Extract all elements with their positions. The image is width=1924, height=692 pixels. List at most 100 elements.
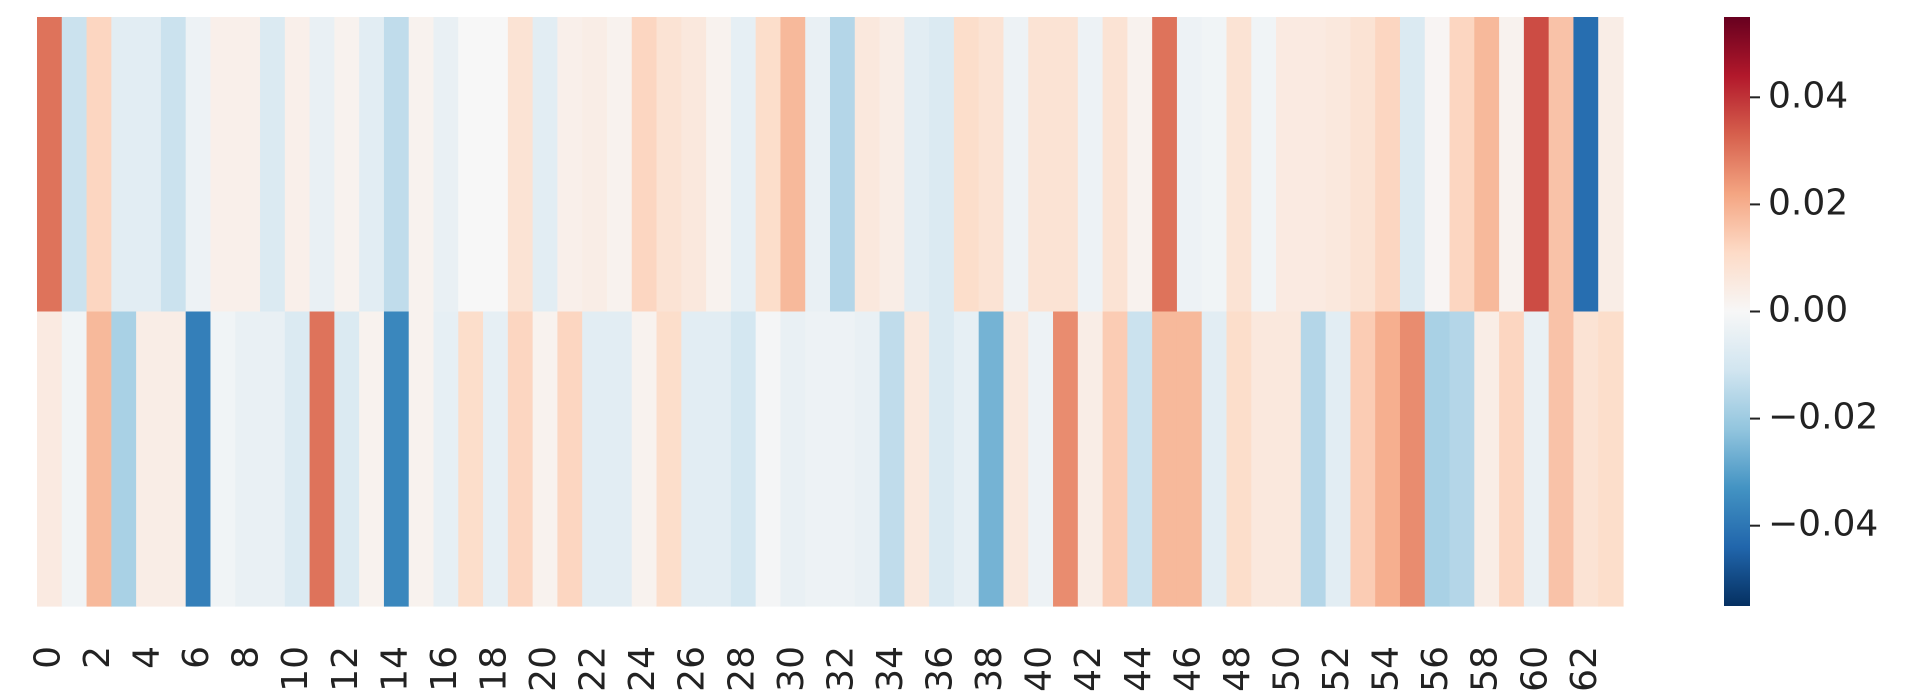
heat-cell [830,311,856,607]
heat-cell [904,17,930,313]
heat-cell [1176,311,1203,607]
heat-cell [656,17,682,313]
heat-cell [1325,311,1352,607]
heat-cell [929,17,955,313]
heat-cell [879,311,905,607]
heat-cell [953,311,980,607]
heat-cell [730,311,757,607]
heat-cell [1251,311,1277,607]
x-tick-label: 28 [721,646,762,692]
heat-cell [681,311,707,607]
colorbar-tick-label: −0.02 [1768,397,1878,438]
heat-cell [61,311,88,607]
heat-cell [433,17,459,313]
x-tick-label: 20 [523,646,564,692]
heat-cell [260,17,286,313]
x-tick-label: 58 [1465,646,1506,692]
heat-cell [557,17,583,313]
x-tick-label: 36 [920,646,961,692]
heat-cell [309,311,335,607]
heat-cell [1573,311,1599,607]
heat-cell [1226,17,1252,313]
heat-cell [86,311,112,607]
x-tick-label: 40 [1019,646,1060,692]
heat-cell [359,17,385,313]
heat-cell [1028,311,1054,607]
heat-cell [1375,311,1401,607]
heat-cell [830,17,856,313]
heat-cell [755,311,782,607]
heat-cell [458,17,484,313]
heat-cell [1053,17,1079,313]
heat-cell [1053,311,1079,607]
heat-cell [780,311,806,607]
x-tick-label: 38 [969,646,1010,692]
heat-cell [185,17,212,313]
heat-cell [136,17,162,313]
heat-cell [1598,17,1624,313]
heat-cell [1201,311,1228,607]
heat-cell [978,17,1005,313]
heat-cell [1102,17,1128,313]
x-tick-label: 6 [176,646,217,669]
heat-cell [1176,17,1203,313]
heat-cell [284,17,311,313]
x-tick-label: 34 [870,646,911,692]
heat-cell [1102,311,1128,607]
x-tick-label: 44 [1118,646,1159,692]
heat-cell [1548,17,1575,313]
heat-cell [1399,17,1426,313]
heat-cell [1251,17,1277,313]
heat-cell [606,311,633,607]
heat-cell [904,311,930,607]
heat-cell [1474,311,1500,607]
heat-cell [408,311,435,607]
heat-cell [879,17,905,313]
x-tick-label: 22 [573,646,614,692]
heat-cell [359,311,385,607]
heat-cell [582,17,608,313]
heat-cell [235,311,261,607]
heat-cell [309,17,335,313]
heat-cell [1226,311,1252,607]
x-tick-label: 30 [771,646,812,692]
heat-cell [61,17,88,313]
heat-cell [334,311,360,607]
heat-cell [631,311,658,607]
heat-cell [1523,17,1550,313]
x-tick-label: 8 [226,646,267,669]
heat-cell [1300,17,1327,313]
heat-cell [1152,17,1178,313]
heat-cell [805,311,831,607]
heat-cell [160,17,187,313]
heat-cell [1350,311,1376,607]
colorbar [1724,17,1750,606]
colorbar-tick-label: −0.04 [1768,504,1878,545]
x-tick-label: 0 [27,646,68,669]
x-tick-label: 50 [1266,646,1307,692]
heat-cell [37,17,63,313]
x-tick-label: 26 [672,646,713,692]
heat-cell [631,17,658,313]
heat-cell [1325,17,1352,313]
heat-cell [1499,17,1525,313]
x-tick-label: 54 [1366,646,1407,692]
heat-cell [1474,17,1500,313]
heat-cell [582,311,608,607]
x-tick-label: 56 [1415,646,1456,692]
heat-cell [1350,17,1376,313]
heat-cell [780,17,806,313]
heat-cell [1598,311,1624,607]
heat-cell [111,17,137,313]
heat-cell [160,311,187,607]
heat-cell [854,311,881,607]
heat-cell [210,311,236,607]
heat-cell [210,17,236,313]
heat-cell [235,17,261,313]
heat-cell [383,311,410,607]
heat-cell [1300,311,1327,607]
heat-cell [953,17,980,313]
heat-cell [755,17,782,313]
heat-cell [1276,17,1302,313]
heat-cell [260,311,286,607]
